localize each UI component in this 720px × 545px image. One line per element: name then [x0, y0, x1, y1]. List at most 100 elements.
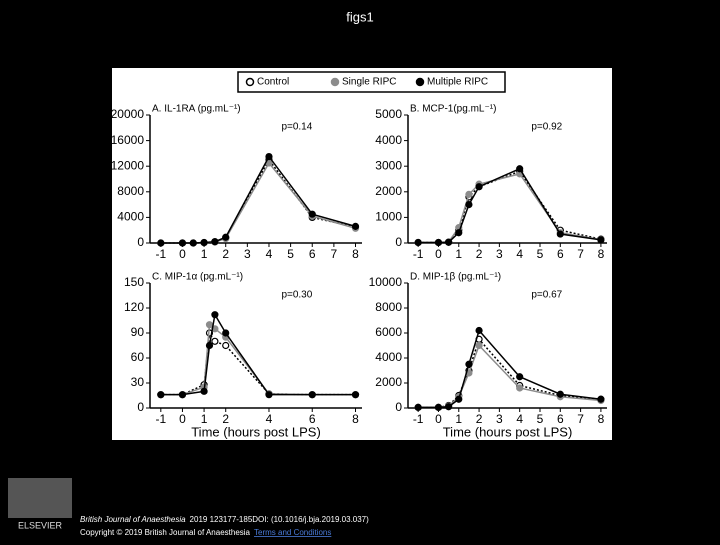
p-value: p=0.92: [531, 122, 562, 133]
y-tick-label: 3000: [375, 158, 402, 172]
legend-label: Single RIPC: [342, 77, 396, 88]
data-point: [211, 337, 219, 345]
y-tick-label: 4000: [375, 133, 402, 147]
data-point: [475, 183, 483, 191]
legend-marker: [245, 77, 255, 87]
data-point: [597, 236, 605, 244]
data-point: [455, 395, 463, 403]
x-tick-label: -1: [413, 412, 424, 426]
y-tick-label: 0: [395, 235, 402, 249]
x-tick-label: 6: [557, 412, 564, 426]
x-tick-label: 5: [537, 412, 544, 426]
citation: 2019 123177-185DOI: (10.1016/j.bja.2019.…: [190, 515, 370, 524]
x-tick-label: 7: [577, 247, 584, 261]
legend-marker: [415, 77, 425, 87]
p-value: p=0.30: [281, 290, 312, 301]
logo-text: ELSEVIER: [18, 520, 63, 530]
x-tick-label: 1: [455, 247, 462, 261]
p-value: p=0.67: [531, 290, 562, 301]
x-tick-label: 2: [222, 412, 229, 426]
x-axis-label: Time (hours post LPS): [191, 424, 321, 439]
data-point: [189, 239, 197, 247]
x-tick-label: -1: [155, 412, 166, 426]
data-point: [434, 403, 443, 411]
y-tick-label: 2000: [375, 375, 402, 389]
data-point: [556, 230, 564, 238]
data-point: [265, 391, 273, 399]
data-point: [556, 390, 564, 398]
panel-title: C. MIP-1α (pg.mL⁻¹): [152, 272, 243, 283]
y-tick-label: 10000: [369, 275, 403, 289]
x-tick-label: 2: [476, 247, 483, 261]
x-tick-label: 2: [476, 412, 483, 426]
x-tick-label: 1: [201, 412, 208, 426]
x-tick-label: 3: [496, 412, 503, 426]
footer-copyright: Copyright © 2019 British Journal of Anae…: [80, 528, 331, 537]
legend-marker: [330, 77, 340, 87]
y-tick-label: 8000: [117, 184, 144, 198]
y-tick-label: 0: [395, 400, 402, 414]
panel-title: B. MCP-1(pg.mL⁻¹): [410, 104, 496, 115]
data-point: [222, 341, 230, 350]
x-tick-label: 4: [266, 247, 273, 261]
y-tick-label: 4000: [375, 350, 402, 364]
legend-label: Multiple RIPC: [427, 77, 488, 88]
x-axis-label: Time (hours post LPS): [443, 424, 573, 439]
data-point: [516, 165, 524, 173]
data-point: [211, 238, 219, 246]
x-tick-label: 4: [516, 412, 523, 426]
x-tick-label: -1: [155, 247, 166, 261]
x-tick-label: 4: [516, 247, 523, 261]
data-point: [178, 239, 187, 247]
y-tick-label: 120: [124, 300, 144, 314]
data-point: [414, 403, 422, 411]
y-tick-label: 30: [131, 375, 145, 389]
legend-label: Control: [257, 77, 289, 88]
x-tick-label: 0: [179, 247, 186, 261]
y-tick-label: 20000: [111, 107, 145, 121]
x-tick-label: 5: [537, 247, 544, 261]
data-point: [205, 321, 214, 329]
data-point: [465, 360, 473, 368]
x-tick-label: 8: [352, 247, 359, 261]
x-tick-label: 8: [598, 412, 605, 426]
data-point: [205, 341, 214, 350]
logo: [8, 478, 72, 518]
legend-box: [237, 71, 506, 93]
x-tick-label: 0: [435, 412, 442, 426]
terms-link[interactable]: Terms and Conditions: [254, 528, 331, 537]
x-tick-label: 8: [352, 412, 359, 426]
x-tick-label: 0: [435, 247, 442, 261]
x-tick-label: 1: [201, 247, 208, 261]
data-point: [308, 210, 316, 218]
data-point: [211, 311, 219, 319]
figure: [112, 68, 612, 440]
data-point: [222, 329, 230, 337]
x-tick-label: 2: [222, 247, 229, 261]
panel-title: A. IL-1RA (pg.mL⁻¹): [152, 104, 241, 115]
x-tick-label: -1: [413, 247, 424, 261]
y-tick-label: 4000: [117, 210, 144, 224]
data-point: [351, 222, 360, 230]
x-tick-label: 7: [331, 247, 338, 261]
data-point: [465, 190, 473, 198]
data-point: [178, 391, 187, 399]
y-tick-label: 8000: [375, 300, 402, 314]
p-value: p=0.14: [281, 122, 312, 133]
x-tick-label: 6: [557, 247, 564, 261]
data-point: [455, 229, 463, 237]
data-point: [465, 201, 473, 209]
x-tick-label: 3: [244, 247, 251, 261]
data-point: [597, 395, 605, 403]
x-tick-label: 8: [598, 247, 605, 261]
charts: Control Single RIPC Multiple RIPC040008000…: [111, 77, 607, 439]
data-point: [222, 233, 230, 241]
data-point: [475, 326, 483, 335]
data-point: [351, 391, 360, 399]
x-tick-label: 6: [309, 247, 316, 261]
y-tick-label: 12000: [111, 158, 145, 172]
y-tick-label: 6000: [375, 325, 402, 339]
data-point: [200, 387, 208, 395]
x-tick-label: 1: [455, 412, 462, 426]
